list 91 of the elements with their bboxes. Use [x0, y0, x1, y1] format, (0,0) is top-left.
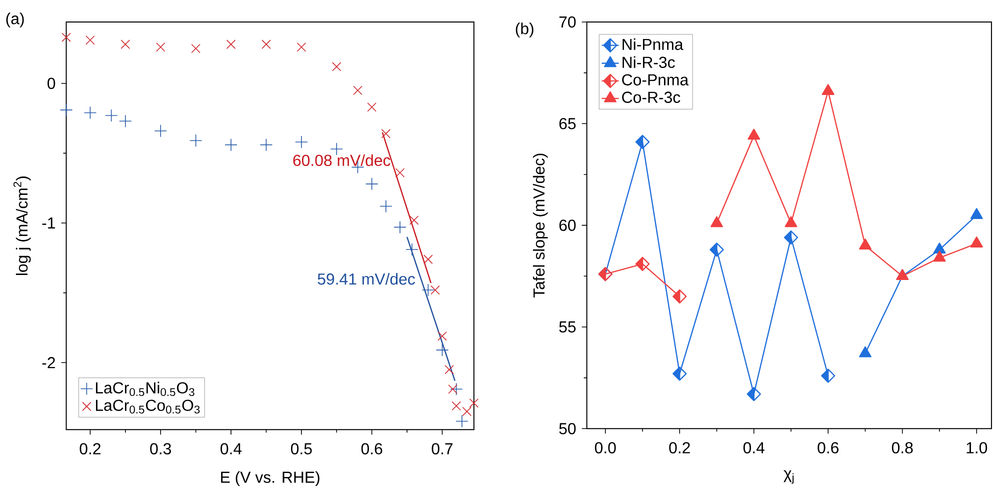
legend-label: LaCr$_{0.5}$Ni$_{0.5}$O$_{3}$ — [96, 382, 194, 396]
x-axis-title: χ$_{j}$ — [784, 470, 794, 484]
point — [672, 290, 687, 304]
point — [859, 346, 872, 358]
y-axis-title: Tafel slope (mV/dec) — [532, 154, 548, 298]
point — [120, 40, 130, 50]
point — [406, 243, 418, 256]
point — [444, 365, 454, 374]
annotation: 59.41 mV/dec — [318, 273, 415, 285]
point — [784, 216, 798, 228]
legend-label: Co-Pnma — [622, 74, 689, 86]
point — [226, 40, 236, 50]
y-tick-label: 65 — [559, 118, 576, 130]
point — [933, 242, 946, 254]
x-tick-label: 0.0 — [594, 442, 616, 454]
point — [710, 216, 723, 228]
point — [710, 242, 724, 258]
point — [438, 332, 447, 341]
point — [970, 236, 983, 248]
point — [381, 129, 391, 139]
x-tick-label: 0.8 — [892, 442, 913, 454]
point — [822, 84, 834, 96]
legend-label: Ni-R-3c — [622, 56, 675, 68]
point — [380, 200, 392, 213]
y-tick-label: -1 — [42, 218, 55, 229]
point — [62, 32, 71, 42]
point — [859, 238, 872, 250]
point — [296, 42, 306, 52]
point — [262, 40, 271, 50]
x-axis-title: E (V vs. RHE) — [221, 471, 320, 486]
point — [430, 286, 440, 295]
point — [448, 384, 458, 394]
y-tick-label: 50 — [559, 423, 576, 434]
point — [295, 136, 308, 149]
point — [224, 138, 238, 152]
legend-label: Ni-Pnma — [622, 38, 684, 50]
point — [394, 221, 406, 234]
point — [462, 407, 472, 416]
point — [365, 178, 378, 191]
legend-label: Co-R-3c — [622, 92, 680, 104]
point — [635, 257, 650, 272]
chart-title: (b) — [516, 22, 534, 38]
point — [748, 128, 760, 140]
point — [332, 62, 342, 72]
point — [104, 109, 118, 122]
x-tick-label: 0.6 — [361, 443, 382, 455]
point — [456, 415, 468, 428]
point — [395, 168, 405, 178]
x-tick-label: 0.5 — [290, 443, 312, 455]
point — [60, 104, 73, 117]
x-tick-label: 0.2 — [80, 443, 100, 455]
point — [452, 401, 461, 411]
legend-label: LaCr$_{0.5}$Co$_{0.5}$O$_{3}$ — [96, 400, 200, 414]
x-tick-label: 0.4 — [220, 443, 242, 455]
point — [86, 36, 95, 45]
point — [156, 42, 166, 52]
x-tick-label: 0.3 — [150, 443, 171, 455]
y-tick-label: 55 — [559, 322, 576, 333]
point — [260, 138, 273, 152]
point — [154, 124, 167, 138]
point — [746, 387, 761, 402]
point — [469, 398, 479, 408]
y-tick-label: 70 — [559, 16, 576, 28]
point — [191, 44, 200, 54]
point — [353, 86, 362, 96]
y-axis-title: log j (mA/cm$^{2}$) — [13, 176, 31, 276]
x-tick-label: 0.6 — [818, 442, 838, 454]
point — [970, 208, 983, 220]
point — [821, 368, 836, 384]
point — [450, 382, 463, 396]
point — [422, 284, 435, 297]
y-tick-label: -2 — [42, 357, 55, 368]
point — [436, 344, 449, 357]
point — [330, 142, 344, 156]
x-tick-label: 0.4 — [743, 442, 764, 454]
point — [933, 250, 946, 262]
chart-title: (a) — [6, 12, 24, 28]
y-tick-label: 0 — [48, 78, 56, 90]
point — [367, 102, 376, 112]
point — [784, 230, 798, 245]
x-tick-label: 0.2 — [669, 442, 690, 454]
y-tick-label: 60 — [559, 220, 576, 232]
x-tick-label: 0.7 — [432, 443, 452, 455]
point — [409, 216, 419, 226]
x-tick-label: 1.0 — [966, 442, 988, 454]
point — [119, 114, 132, 128]
point — [672, 366, 687, 382]
point — [189, 134, 202, 148]
point — [424, 254, 433, 264]
point — [84, 106, 97, 120]
annotation: 60.08 mV/dec — [293, 154, 390, 166]
